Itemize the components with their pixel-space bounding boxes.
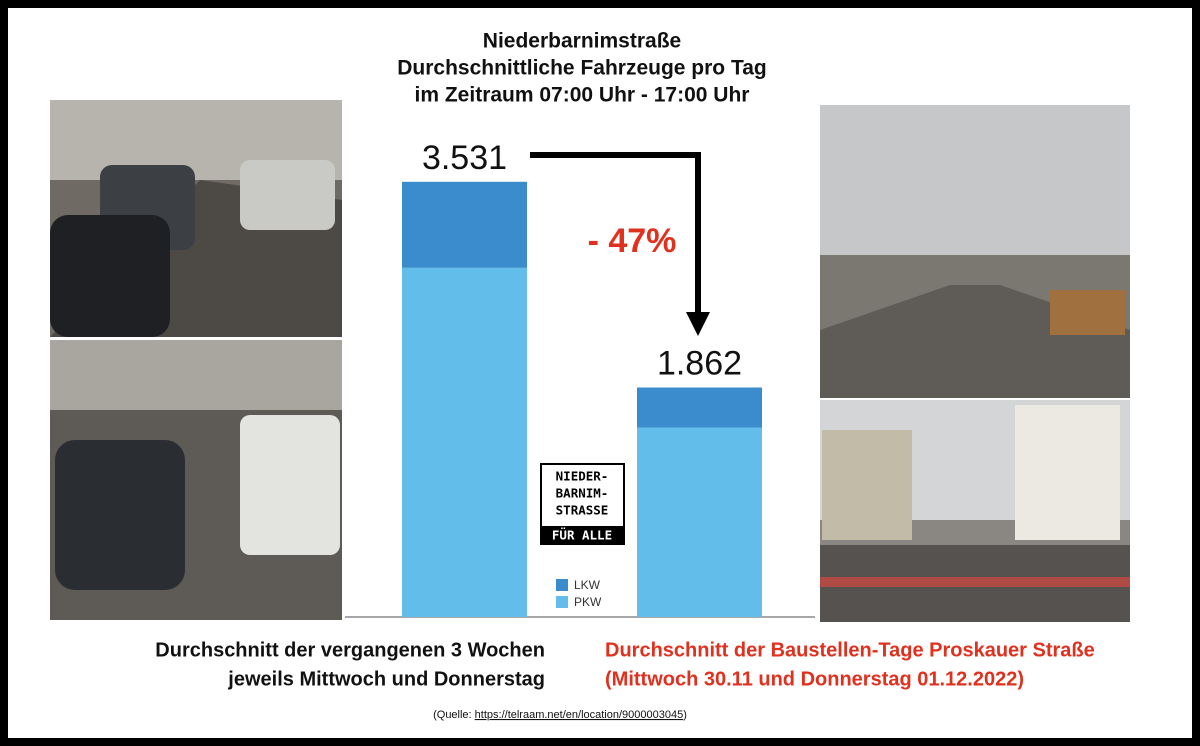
bar-segment xyxy=(402,181,527,268)
legend-swatch xyxy=(556,596,568,608)
photos xyxy=(50,100,1130,622)
photo-car xyxy=(50,215,170,337)
photo-sky xyxy=(50,340,342,410)
category-caption: Durchschnitt der Baustellen-Tage Proskau… xyxy=(605,639,1095,661)
category-caption: jeweils Mittwoch und Donnerstag xyxy=(227,668,545,690)
category-caption: Durchschnitt der vergangenen 3 Wochen xyxy=(155,639,545,661)
bar-segment xyxy=(637,387,762,428)
bar-segment xyxy=(637,427,762,617)
photo-car xyxy=(55,440,185,590)
source-url: https://telraam.net/en/location/90000030… xyxy=(475,709,684,721)
photo-bike-lane xyxy=(820,577,1130,587)
logo-line: NIEDER- xyxy=(556,469,609,484)
photo-building xyxy=(822,430,912,540)
logo-banner-text: FÜR ALLE xyxy=(552,528,612,543)
logo: NIEDER- BARNIM- STRASSE FÜR ALLE xyxy=(540,463,625,545)
photo-building xyxy=(1015,405,1120,540)
captions: Durchschnitt der vergangenen 3 Wochen jew… xyxy=(155,639,1094,690)
plot: 3.531 1.862 xyxy=(402,139,762,617)
logo-line: BARNIM- xyxy=(556,486,609,501)
photo-sky xyxy=(820,105,1130,255)
arrow-line xyxy=(530,152,701,315)
logo-banner xyxy=(541,526,624,544)
photo-car xyxy=(240,160,335,230)
title-line: Durchschnittliche Fahrzeuge pro Tag xyxy=(397,57,767,80)
legend-label: LKW xyxy=(574,578,601,592)
total-label: 3.531 xyxy=(422,139,507,177)
arrow-head xyxy=(686,312,710,336)
title-line: im Zeitraum 07:00 Uhr - 17:00 Uhr xyxy=(415,84,750,107)
legend-swatch xyxy=(556,579,568,591)
bar-segment xyxy=(402,267,527,617)
logo-line: STRASSE xyxy=(556,503,609,518)
category-caption: (Mittwoch 30.11 und Donnerstag 01.12.202… xyxy=(605,668,1024,690)
legend-label: PKW xyxy=(574,595,602,609)
chart-title: Niederbarnimstraße Durchschnittliche Fahr… xyxy=(397,30,767,107)
change-arrow xyxy=(530,152,710,336)
title-line: Niederbarnimstraße xyxy=(483,30,681,53)
photo-planter xyxy=(1050,290,1125,335)
change-label: - 47% xyxy=(588,222,677,260)
source-suffix: ) xyxy=(683,709,687,721)
total-label: 1.862 xyxy=(657,344,742,382)
source-prefix: (Quelle: xyxy=(433,709,475,721)
source: (Quelle: https://telraam.net/en/location… xyxy=(433,709,687,721)
legend: LKW PKW xyxy=(556,578,602,609)
photo-van xyxy=(240,415,340,555)
